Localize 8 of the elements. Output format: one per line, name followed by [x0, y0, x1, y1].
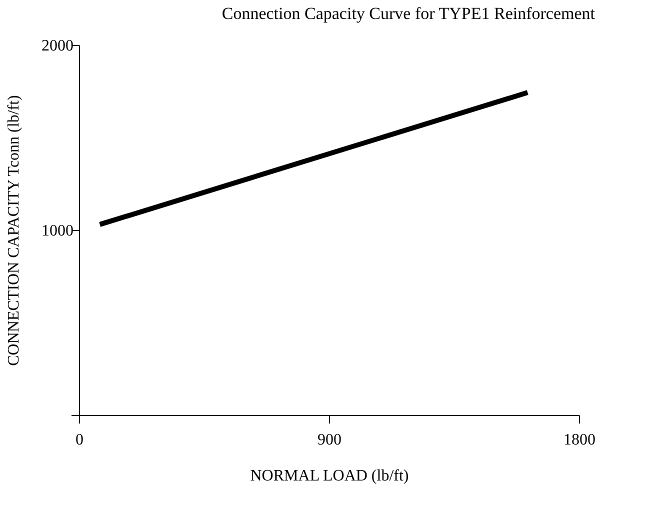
x-tick-label: 1800 [564, 432, 596, 448]
x-axis-title: NORMAL LOAD (lb/ft) [250, 468, 409, 484]
y-axis-title: CONNECTION CAPACITY Tconn (lb/ft) [6, 95, 22, 366]
y-tick-label: 2000 [42, 38, 74, 54]
y-tick-label: 1000 [42, 222, 74, 240]
chart-title: Connection Capacity Curve for TYPE1 Reinforcement [222, 4, 596, 23]
x-tick-label: 900 [318, 432, 342, 448]
x-tick-label: 0 [76, 432, 84, 448]
